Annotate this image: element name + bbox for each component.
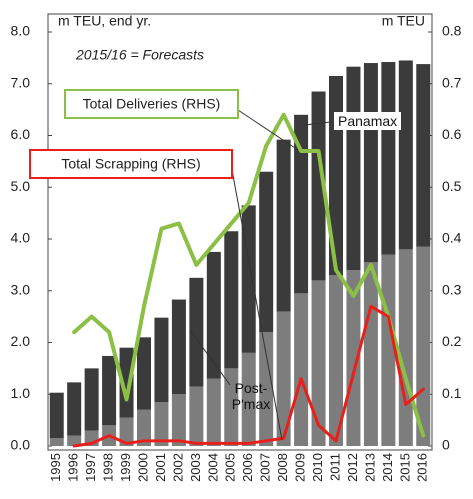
bar-segment (311, 91, 326, 281)
x-tick-label: 2015 (397, 453, 412, 482)
bar-segment (154, 402, 169, 446)
y2-tick-label: 0.1 (442, 385, 462, 401)
y2-tick-label: 0.5 (442, 178, 462, 194)
y2-axis-label: m TEU (382, 13, 425, 29)
y-tick-label: 0.0 (11, 437, 31, 453)
y-axis-label: m TEU, end yr. (58, 13, 151, 29)
bar-segment (329, 275, 343, 446)
x-tick-label: 1996 (66, 453, 81, 482)
bar-segment (276, 139, 291, 312)
bar-segment (49, 392, 64, 439)
y2-tick-label: 0.6 (442, 126, 462, 142)
bar-segment (171, 299, 186, 395)
x-tick-label: 2006 (240, 453, 255, 482)
legend-label: Total Deliveries (RHS) (83, 96, 221, 112)
arrow (231, 169, 283, 441)
bar-segment (416, 246, 431, 446)
x-tick-label: 2005 (223, 453, 238, 482)
y-tick-label: 5.0 (11, 178, 31, 194)
x-tick-label: 2013 (362, 453, 377, 482)
x-tick-label: 2007 (258, 453, 273, 482)
legend-box (64, 89, 239, 119)
bar-segment (84, 368, 99, 431)
y2-tick-label: 0.3 (442, 281, 462, 297)
bar-segment (294, 293, 309, 446)
x-tick-label: 2003 (188, 453, 203, 482)
plot-frame (47, 13, 433, 451)
y2-tick-label: 0.2 (442, 333, 462, 349)
bar-segment (276, 311, 291, 446)
x-tick-label: 2004 (205, 453, 220, 482)
arrow (304, 121, 331, 126)
bar-segment (137, 337, 151, 410)
bar-segment (311, 280, 326, 446)
y-tick-label: 7.0 (11, 74, 31, 90)
x-tick-label: 2010 (310, 453, 325, 482)
bar-segment (206, 251, 221, 379)
bar-segment (381, 62, 396, 255)
arrow (237, 109, 299, 151)
arrow (189, 329, 231, 386)
bar-segment (67, 382, 82, 436)
bar-segment (224, 231, 239, 369)
y-tick-label: 6.0 (11, 126, 31, 142)
x-tick-label: 2000 (135, 453, 150, 482)
legend-box (29, 149, 233, 179)
bar-segment (398, 249, 413, 446)
bar-segment (398, 60, 413, 250)
x-tick-label: 2002 (170, 453, 185, 482)
y2-tick-label: 0.7 (442, 74, 462, 90)
bar-segment (381, 254, 396, 446)
bar-segment (119, 347, 134, 418)
bar-segment (241, 205, 256, 353)
bar-segment (241, 352, 256, 446)
y-tick-label: 8.0 (11, 23, 31, 39)
bar-segment (224, 368, 239, 446)
y2-tick-label: 0 (442, 437, 450, 453)
y-tick-label: 1.0 (11, 385, 31, 401)
bar-segment (154, 317, 169, 403)
x-tick-label: 2009 (293, 453, 308, 482)
x-tick-label: 1995 (48, 453, 63, 482)
line (72, 304, 425, 448)
x-tick-label: 2001 (153, 453, 168, 482)
bar-segment (171, 394, 186, 446)
x-tick-label: 2012 (345, 453, 360, 482)
bar-segment (346, 270, 361, 446)
legend-label: Total Scrapping (RHS) (61, 156, 200, 172)
y2-tick-label: 0.8 (442, 23, 462, 39)
bar-segment (416, 64, 431, 247)
line (72, 112, 426, 438)
y-tick-label: 2.0 (11, 333, 31, 349)
bar-segment (294, 114, 309, 294)
series-label: Post-P'max (231, 380, 271, 412)
x-tick-label: 2011 (327, 453, 342, 481)
bar-segment (189, 386, 204, 446)
bar-segment (137, 409, 151, 446)
x-tick-label: 1997 (83, 453, 98, 482)
bar-segment (206, 378, 221, 446)
bar-segment (119, 417, 134, 446)
bar-segment (259, 171, 274, 333)
x-tick-label: 2014 (380, 453, 395, 482)
bar-segment (67, 435, 82, 446)
x-tick-label: 2008 (275, 453, 290, 482)
bar-segment (259, 332, 274, 446)
x-tick-label: 2016 (415, 453, 430, 482)
x-tick-label: 1999 (118, 453, 133, 482)
annotation: 2015/16 = Forecasts (75, 47, 204, 63)
y2-tick-label: 0.4 (442, 230, 462, 246)
bar-segment (102, 355, 117, 426)
y-tick-label: 4.0 (11, 230, 31, 246)
y-tick-label: 3.0 (11, 281, 31, 297)
bar-segment (49, 438, 64, 446)
bar-segment (189, 277, 204, 387)
bar-segment (346, 66, 361, 271)
bar-segment (363, 63, 378, 263)
x-tick-label: 1998 (101, 453, 116, 482)
series-label: Panamax (334, 112, 402, 130)
bar-segment (363, 262, 378, 446)
